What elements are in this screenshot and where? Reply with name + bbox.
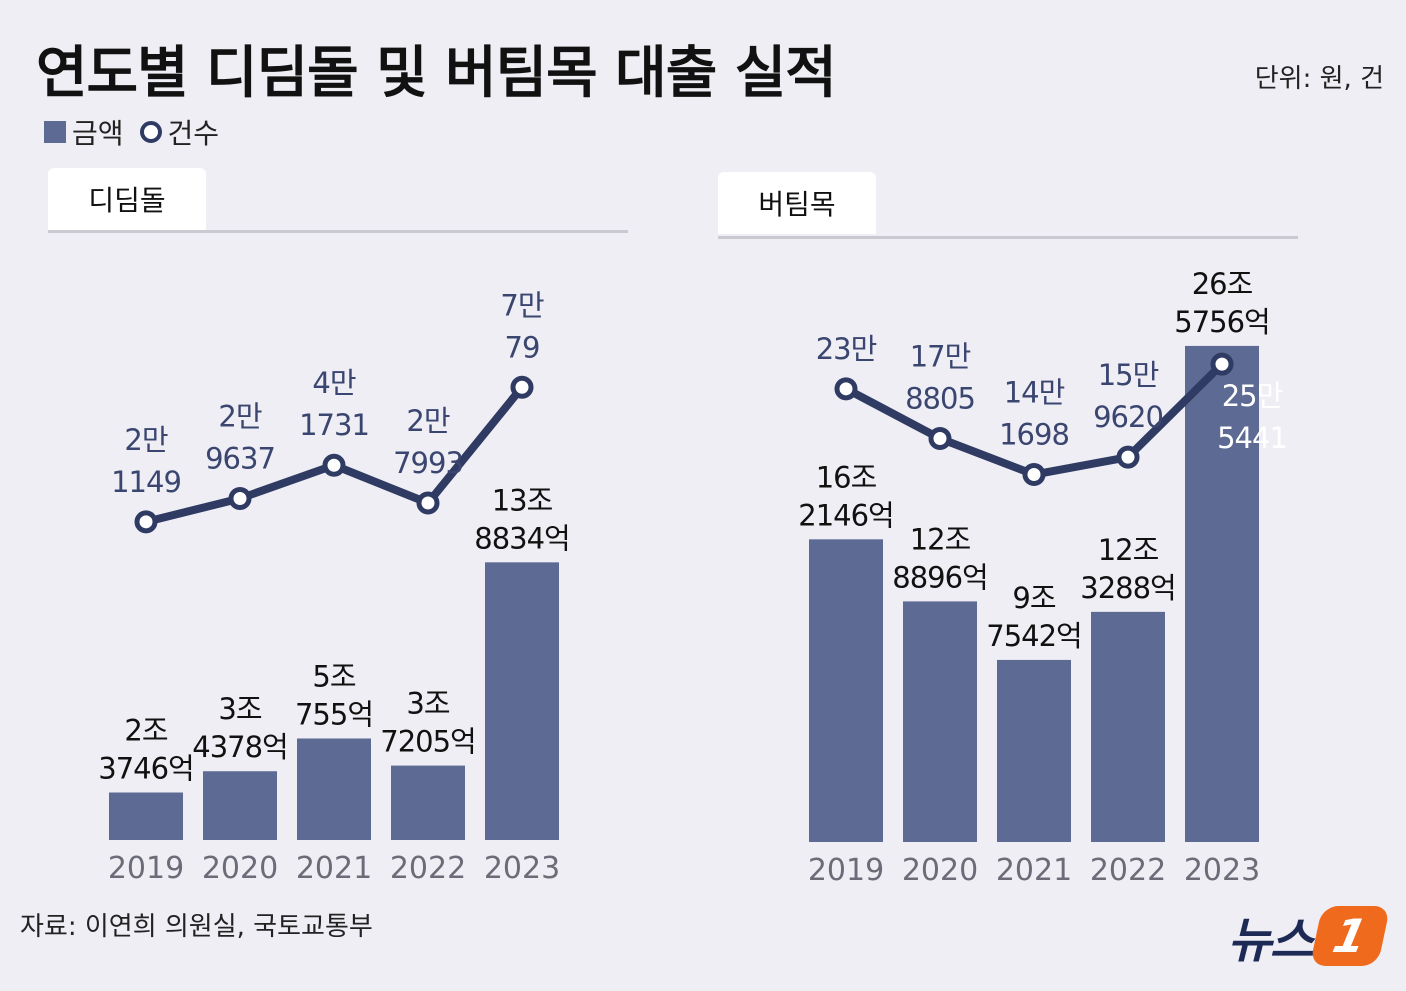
beotimmok-count-label-2021: 14만 [1004, 376, 1065, 410]
didimdol-count-label-2019: 1149 [111, 465, 181, 499]
beotimmok-year-label-2020: 2020 [902, 853, 978, 888]
beotimmok-bar-2021 [997, 659, 1071, 842]
beotimmok-amount-label-2021: 9조 [1012, 581, 1055, 615]
amount-swatch-icon [44, 121, 66, 143]
logo-text: 뉴스 [1227, 913, 1314, 969]
didimdol-bar-2020 [203, 771, 277, 840]
beotimmok-year-label-2022: 2022 [1090, 853, 1166, 888]
didimdol-year-label-2019: 2019 [108, 851, 184, 886]
didimdol-amount-label-2020: 3조 [218, 692, 261, 726]
didimdol-amount-label-2021: 755억 [295, 697, 373, 731]
beotimmok-amount-label-2019: 2146억 [798, 498, 893, 532]
didimdol-bar-2021 [297, 738, 371, 840]
didimdol-count-label-2021: 1731 [299, 408, 369, 442]
source-note: 자료: 이연희 의원실, 국토교통부 [20, 912, 373, 942]
didimdol-panel: 디딤돌 2조 3746억 3조 4378억 5조 755억 3조 7205억 13조 8834억 2… [0, 160, 680, 900]
didimdol-amount-label-2021: 5조 [312, 659, 355, 693]
didimdol-year-label-2022: 2022 [390, 851, 466, 886]
page-title: 연도별 디딤돌 및 버팀목 대출 실적 [36, 41, 837, 106]
didimdol-count-point-2022 [416, 491, 440, 515]
didimdol-count-label-2023: 79 [505, 330, 540, 364]
didimdol-amount-label-2019: 3746억 [98, 752, 193, 786]
beotimmok-count-point-2020 [928, 427, 952, 451]
didimdol-count-label-2020: 2만 [218, 399, 261, 433]
didimdol-count-point-2019 [134, 510, 158, 534]
legend: 금액 건수 [44, 112, 219, 152]
logo-mark: 1 [1309, 906, 1391, 966]
beotimmok-chart: 16조 2146억 12조 8896억 9조 7542억 12조 3288억 26조 5756억 2… [798, 267, 1288, 888]
didimdol-rule [48, 230, 628, 233]
beotimmok-count-label-2022: 9620 [1093, 400, 1163, 434]
news1-logo: 뉴스 1 [1227, 901, 1391, 971]
didimdol-amount-label-2019: 2조 [124, 714, 167, 748]
didimdol-count-label-2020: 9637 [205, 441, 275, 475]
didimdol-bar-2023 [485, 562, 559, 840]
legend-amount-label: 금액 [72, 117, 124, 150]
beotimmok-amount-label-2020: 12조 [910, 522, 971, 556]
didimdol-count-label-2022: 2만 [406, 404, 449, 438]
beotimmok-count-point-2019 [834, 377, 858, 401]
didimdol-tab: 디딤돌 [48, 168, 206, 230]
beotimmok-bar-2020 [903, 601, 977, 842]
beotimmok-amount-label-2020: 8896억 [892, 560, 987, 594]
beotimmok-count-label-2023: 5441 [1217, 421, 1287, 455]
didimdol-year-label-2023: 2023 [484, 851, 560, 886]
beotimmok-count-label-2021: 1698 [999, 418, 1069, 452]
didimdol-count-point-2021 [322, 453, 346, 477]
beotimmok-amount-label-2023: 26조 [1192, 267, 1253, 301]
didimdol-amount-label-2022: 7205억 [380, 725, 475, 759]
didimdol-count-point-2023 [510, 375, 534, 399]
beotimmok-bar-2019 [809, 539, 883, 842]
beotimmok-rule [718, 236, 1298, 239]
didimdol-count-point-2020 [228, 486, 252, 510]
didimdol-amount-label-2023: 8834억 [474, 521, 569, 555]
beotimmok-panel: 버팀목 16조 2146억 12조 8896억 9조 7542억 12조 3288억 26조 57… [700, 160, 1406, 900]
beotimmok-count-label-2019: 23만 [816, 332, 877, 366]
beotimmok-tab: 버팀목 [718, 172, 876, 234]
beotimmok-bar-2022 [1091, 611, 1165, 842]
beotimmok-count-label-2022: 15만 [1098, 358, 1159, 392]
beotimmok-year-label-2023: 2023 [1184, 853, 1260, 888]
beotimmok-year-label-2021: 2021 [996, 853, 1072, 888]
didimdol-count-label-2022: 7993 [393, 446, 463, 480]
didimdol-year-label-2020: 2020 [202, 851, 278, 886]
count-dot-icon [139, 121, 162, 143]
didimdol-amount-label-2020: 4378억 [192, 730, 287, 764]
didimdol-count-label-2023: 7만 [500, 288, 543, 322]
beotimmok-amount-label-2021: 7542억 [986, 619, 1081, 653]
didimdol-count-label-2021: 4만 [312, 366, 355, 400]
didimdol-chart: 2조 3746억 3조 4378억 5조 755억 3조 7205억 13조 8834억 2019 2… [98, 288, 570, 886]
beotimmok-amount-label-2022: 3288억 [1080, 571, 1175, 605]
beotimmok-count-label-2020: 8805 [905, 382, 975, 416]
didimdol-bar-2019 [109, 792, 183, 840]
beotimmok-count-point-2022 [1116, 445, 1140, 469]
beotimmok-count-point-2023 [1210, 352, 1234, 376]
didimdol-count-label-2019: 2만 [124, 423, 167, 457]
beotimmok-count-point-2021 [1022, 463, 1046, 487]
legend-count-label: 건수 [167, 117, 220, 150]
beotimmok-amount-label-2022: 12조 [1098, 533, 1159, 567]
beotimmok-amount-label-2023: 5756억 [1174, 305, 1269, 339]
didimdol-year-label-2021: 2021 [296, 851, 372, 886]
beotimmok-amount-label-2019: 16조 [816, 460, 877, 494]
didimdol-bar-2022 [391, 765, 465, 840]
beotimmok-count-label-2020: 17만 [910, 340, 971, 374]
beotimmok-count-label-2023: 25만 [1222, 379, 1283, 413]
didimdol-amount-label-2022: 3조 [406, 687, 449, 721]
beotimmok-year-label-2019: 2019 [808, 853, 884, 888]
beotimmok-bar-2023 [1185, 345, 1259, 842]
didimdol-amount-label-2023: 13조 [492, 483, 553, 517]
unit-note: 단위: 원, 건 [1254, 64, 1384, 94]
